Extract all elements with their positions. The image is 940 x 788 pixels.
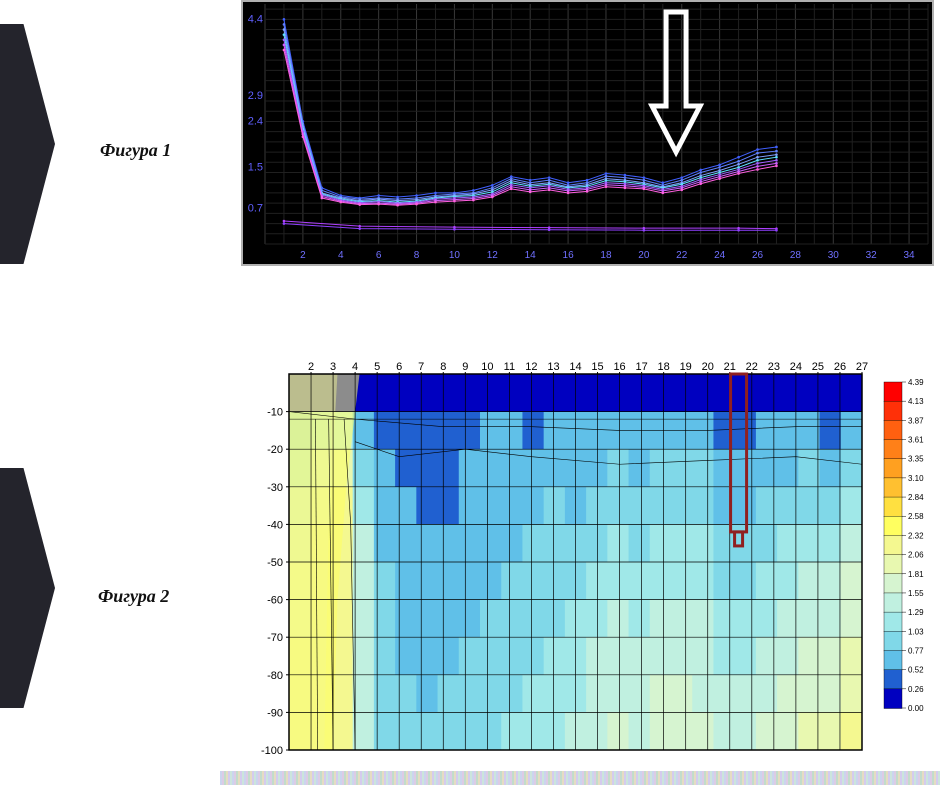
svg-text:12: 12	[487, 250, 499, 261]
svg-text:26: 26	[752, 250, 764, 261]
figure2-label: Фигура 2	[98, 586, 169, 607]
svg-text:0.52: 0.52	[908, 666, 924, 675]
svg-text:10: 10	[481, 361, 493, 373]
svg-text:4.39: 4.39	[908, 378, 924, 387]
svg-text:0.77: 0.77	[908, 646, 924, 655]
svg-text:9: 9	[462, 361, 468, 373]
svg-text:-20: -20	[267, 444, 283, 456]
svg-text:-70: -70	[267, 632, 283, 644]
svg-text:18: 18	[600, 250, 612, 261]
svg-text:5: 5	[374, 361, 380, 373]
svg-text:13: 13	[547, 361, 559, 373]
svg-text:22: 22	[676, 250, 688, 261]
svg-text:0.00: 0.00	[908, 704, 924, 713]
svg-text:1.5: 1.5	[248, 161, 263, 173]
svg-text:16: 16	[613, 361, 625, 373]
svg-text:-90: -90	[267, 707, 283, 719]
svg-text:2.84: 2.84	[908, 493, 924, 502]
decorative-noise-strip	[220, 771, 940, 785]
svg-text:21: 21	[724, 361, 736, 373]
svg-text:-10: -10	[267, 407, 283, 419]
svg-text:27: 27	[856, 361, 868, 373]
chevron-decoration-1	[0, 24, 55, 264]
svg-text:1.55: 1.55	[908, 589, 924, 598]
svg-text:2.32: 2.32	[908, 531, 924, 540]
svg-text:3.10: 3.10	[908, 474, 924, 483]
svg-text:-50: -50	[267, 557, 283, 569]
svg-text:2.4: 2.4	[248, 115, 263, 127]
svg-text:17: 17	[635, 361, 647, 373]
svg-text:3.61: 3.61	[908, 436, 924, 445]
svg-text:2.9: 2.9	[248, 90, 263, 102]
svg-text:1.03: 1.03	[908, 627, 924, 636]
svg-text:26: 26	[834, 361, 846, 373]
svg-text:20: 20	[638, 250, 650, 261]
svg-text:6: 6	[396, 361, 402, 373]
svg-text:6: 6	[376, 250, 382, 261]
svg-text:4.4: 4.4	[248, 13, 263, 25]
svg-text:16: 16	[563, 250, 575, 261]
chevron-decoration-2	[0, 468, 55, 708]
svg-text:34: 34	[903, 250, 915, 261]
svg-text:3.87: 3.87	[908, 416, 924, 425]
figure2-heatmap-chart: 2345678910111213141516171819202122232425…	[241, 356, 934, 758]
svg-text:8: 8	[414, 250, 420, 261]
svg-text:2: 2	[308, 361, 314, 373]
svg-text:-80: -80	[267, 670, 283, 682]
svg-text:12: 12	[525, 361, 537, 373]
svg-text:32: 32	[866, 250, 878, 261]
svg-text:24: 24	[714, 250, 726, 261]
svg-text:1.29: 1.29	[908, 608, 924, 617]
svg-text:-100: -100	[261, 745, 283, 757]
svg-text:2.58: 2.58	[908, 512, 924, 521]
svg-text:28: 28	[790, 250, 802, 261]
svg-text:11: 11	[504, 361, 515, 373]
svg-text:0.26: 0.26	[908, 685, 924, 694]
svg-text:1.81: 1.81	[908, 570, 924, 579]
svg-text:15: 15	[591, 361, 603, 373]
svg-text:3: 3	[330, 361, 336, 373]
svg-text:24: 24	[790, 361, 802, 373]
svg-text:7: 7	[418, 361, 424, 373]
svg-text:-60: -60	[267, 595, 283, 607]
svg-text:30: 30	[828, 250, 840, 261]
svg-text:4.13: 4.13	[908, 397, 924, 406]
svg-text:2: 2	[300, 250, 306, 261]
svg-text:2.06: 2.06	[908, 551, 924, 560]
svg-text:-30: -30	[267, 482, 283, 494]
svg-text:23: 23	[768, 361, 780, 373]
svg-text:18: 18	[658, 361, 670, 373]
svg-text:4: 4	[338, 250, 344, 261]
svg-text:10: 10	[449, 250, 461, 261]
svg-text:-40: -40	[267, 519, 283, 531]
figure1-label: Фигура 1	[100, 140, 171, 161]
svg-text:19: 19	[680, 361, 692, 373]
svg-text:8: 8	[440, 361, 446, 373]
svg-text:3.35: 3.35	[908, 455, 924, 464]
svg-text:20: 20	[702, 361, 714, 373]
figure1-line-chart: 0.71.52.42.94.42468101214161820222426283…	[241, 0, 934, 266]
svg-text:22: 22	[746, 361, 758, 373]
svg-text:14: 14	[525, 250, 537, 261]
svg-text:25: 25	[812, 361, 824, 373]
svg-text:4: 4	[352, 361, 358, 373]
svg-text:14: 14	[569, 361, 581, 373]
svg-text:0.7: 0.7	[248, 202, 263, 214]
